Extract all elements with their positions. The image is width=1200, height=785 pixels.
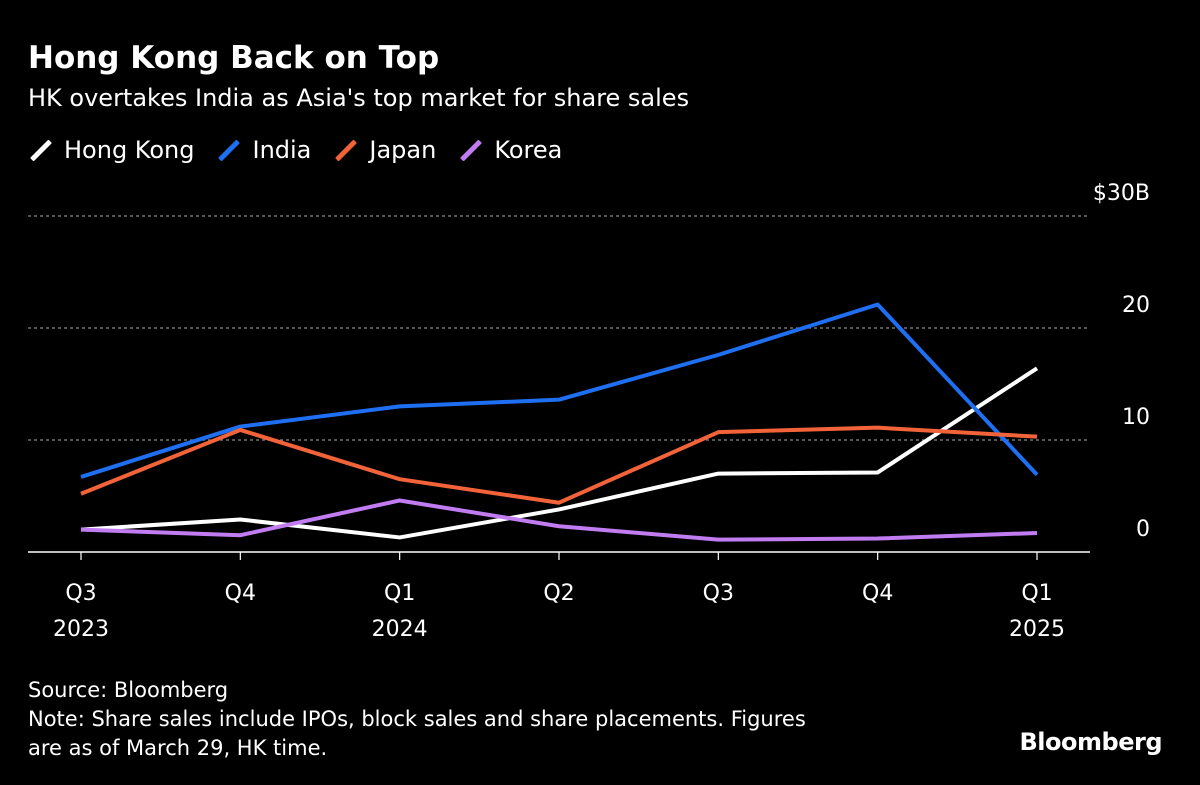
plot-area: 0 10 20 $30B Q3 2023 Q4 Q1 2024 Q2 Q3 Q4 Q1 2025 [28, 181, 1150, 642]
legend-label: Hong Kong [64, 136, 195, 164]
legend-label: Korea [494, 136, 563, 164]
source-text: Source: Bloomberg [28, 678, 229, 702]
x-tick-label: Q2 [543, 581, 574, 606]
y-tick-label: 0 [1136, 517, 1150, 542]
chart-title: Hong Kong Back on Top [28, 40, 440, 76]
series-line-india [80, 302, 1039, 479]
x-tick-label: Q3 [703, 581, 734, 606]
x-tick-label: Q4 [862, 581, 893, 606]
x-tick-label: 2023 [53, 617, 109, 642]
series-line-japan [80, 425, 1038, 505]
footnote: Source: Bloomberg Note: Share sales incl… [28, 676, 806, 763]
series-line-hong-kong [80, 366, 1039, 540]
bloomberg-logo: Bloomberg [1019, 728, 1163, 756]
x-tick-label: Q1 [1021, 581, 1052, 606]
x-tick-label: 2025 [1009, 617, 1065, 642]
legend-label: Japan [369, 136, 437, 164]
legend-item: Hong Kong [28, 136, 194, 164]
y-tick-label: $30B [1093, 181, 1150, 206]
legend-item: Japan [333, 136, 436, 164]
note-text: Note: Share sales include IPOs, block sa… [28, 707, 806, 731]
legend-item: India [216, 136, 311, 164]
y-tick-label: 10 [1122, 405, 1150, 430]
x-tick-label: Q3 [65, 581, 96, 606]
x-tick-label: 2024 [372, 617, 428, 642]
legend: Hong Kong India Japan Korea [28, 136, 562, 164]
chart-subtitle: HK overtakes India as Asia's top market … [28, 84, 690, 112]
x-tick-label: Q4 [225, 581, 256, 606]
y-tick-label: 20 [1122, 293, 1150, 318]
note-text-2: are as of March 29, HK time. [28, 736, 328, 760]
legend-label: India [252, 136, 312, 164]
legend-item: Korea [458, 136, 562, 164]
x-tick-label: Q1 [384, 581, 415, 606]
